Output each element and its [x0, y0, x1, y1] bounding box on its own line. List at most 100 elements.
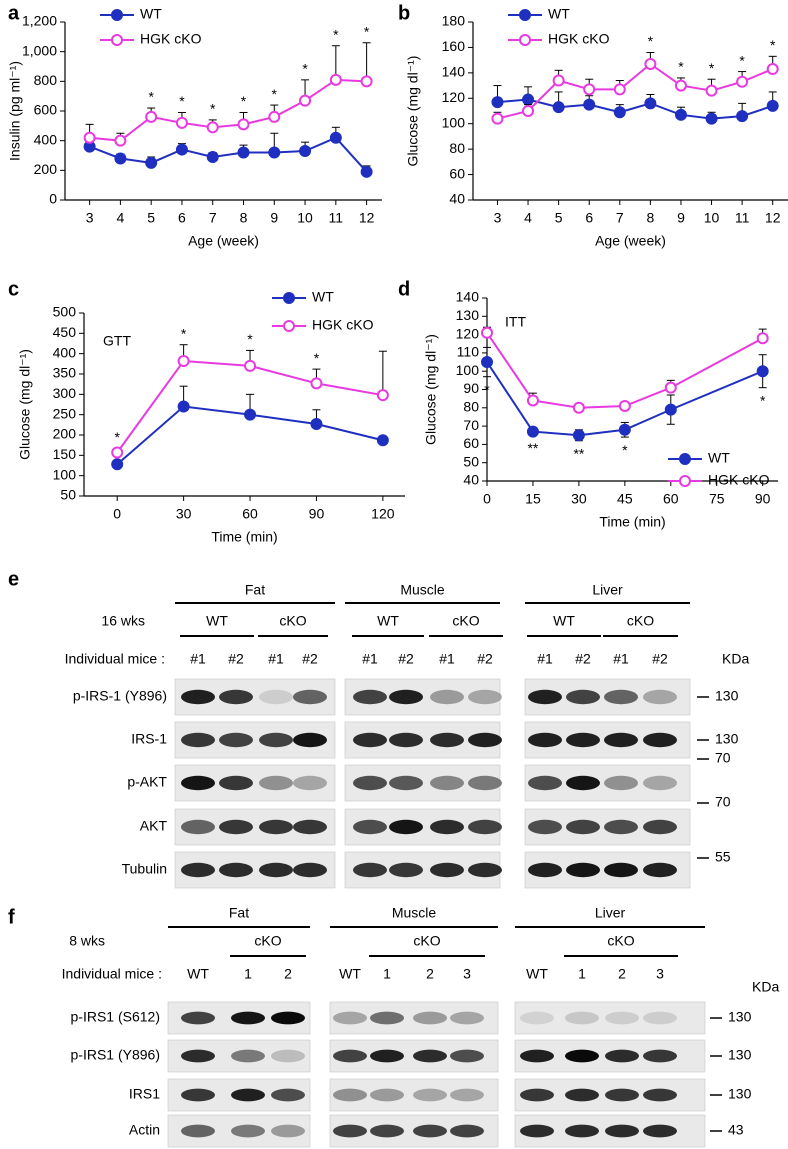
- lane-label: #1: [268, 651, 284, 667]
- band: [566, 819, 600, 835]
- band: [430, 775, 464, 791]
- band: [271, 1124, 305, 1138]
- data-point: [664, 381, 677, 394]
- x-tick-label: 60: [242, 506, 258, 522]
- legend-label: HGK cKO: [708, 472, 770, 488]
- significance-label: *: [114, 429, 120, 445]
- y-tick-label: 130: [456, 307, 480, 323]
- y-tick-label: 80: [449, 140, 465, 156]
- y-tick-label: 160: [442, 38, 466, 54]
- data-point: [736, 75, 749, 88]
- band: [450, 1124, 484, 1138]
- data-point: [552, 74, 565, 87]
- significance-label: *: [333, 26, 339, 42]
- band: [566, 689, 600, 705]
- data-point: [756, 332, 769, 345]
- data-point: [522, 105, 535, 117]
- row-label: IRS-1: [131, 731, 167, 747]
- significance-label: *: [179, 93, 185, 109]
- panel-label: c: [8, 278, 19, 300]
- band: [468, 819, 502, 835]
- lane-label: #2: [477, 651, 493, 667]
- x-tick-label: 11: [329, 210, 344, 226]
- band: [604, 775, 638, 791]
- significance-label: *: [770, 37, 776, 53]
- lane-label: 3: [656, 966, 664, 982]
- y-tick-label: 250: [53, 405, 77, 421]
- significance-label: *: [709, 60, 715, 76]
- band: [259, 775, 293, 791]
- unit-label: KDa: [722, 651, 749, 667]
- group-label: cKO: [413, 933, 440, 949]
- data-point: [613, 106, 626, 119]
- x-tick-label: 7: [616, 210, 624, 226]
- band: [231, 1011, 265, 1025]
- band: [181, 1049, 215, 1063]
- y-tick-label: 120: [442, 89, 466, 105]
- band: [643, 1124, 677, 1138]
- y-tick-label: 100: [442, 114, 466, 130]
- band: [528, 689, 562, 705]
- x-tick-label: 15: [525, 491, 541, 507]
- band: [643, 689, 677, 705]
- band: [293, 775, 327, 791]
- x-tick-label: 3: [494, 210, 502, 226]
- band: [219, 732, 253, 748]
- band: [643, 862, 677, 878]
- y-tick-label: 1,000: [22, 42, 57, 58]
- lane-label: 2: [284, 966, 292, 982]
- band: [604, 819, 638, 835]
- data-point: [206, 121, 219, 134]
- panel-label: e: [8, 568, 19, 590]
- y-tick-label: 450: [53, 324, 77, 340]
- x-tick-label: 60: [663, 491, 679, 507]
- band: [605, 1088, 639, 1102]
- band: [181, 862, 215, 878]
- data-point: [644, 97, 657, 110]
- data-point: [83, 131, 96, 144]
- row-label: IRS1: [129, 1086, 160, 1102]
- band: [389, 732, 423, 748]
- lane-label: 2: [426, 966, 434, 982]
- significance-label: *: [247, 331, 253, 347]
- band: [271, 1088, 305, 1102]
- x-tick-label: 6: [585, 210, 593, 226]
- row-label: p-IRS1 (Y896): [71, 1047, 160, 1063]
- band: [468, 862, 502, 878]
- blot-background: [514, 1001, 706, 1035]
- group-label: WT: [553, 613, 575, 629]
- band: [231, 1088, 265, 1102]
- band: [528, 732, 562, 748]
- x-tick-label: 6: [178, 210, 186, 226]
- band: [353, 819, 387, 835]
- band: [181, 732, 215, 748]
- band: [389, 775, 423, 791]
- band: [528, 819, 562, 835]
- y-tick-label: 100: [53, 466, 77, 482]
- band: [259, 862, 293, 878]
- y-tick-label: 1,200: [22, 13, 57, 29]
- tissue-label: Liver: [595, 905, 626, 921]
- panel-label: d: [398, 278, 410, 300]
- band: [259, 689, 293, 705]
- x-tick-label: 75: [709, 491, 725, 507]
- data-point: [329, 73, 342, 86]
- data-point: [376, 389, 389, 402]
- lane-label: 1: [244, 966, 252, 982]
- tissue-label: Muscle: [400, 582, 445, 598]
- band: [413, 1011, 447, 1025]
- data-point: [175, 116, 188, 129]
- y-tick-label: 40: [463, 472, 479, 488]
- annotation: GTT: [103, 333, 131, 349]
- lane-label: #1: [190, 651, 206, 667]
- data-point: [756, 365, 769, 378]
- band: [293, 732, 327, 748]
- significance-label: *: [181, 325, 187, 341]
- x-tick-label: 0: [113, 506, 121, 522]
- legend-marker: [679, 475, 691, 487]
- data-point: [237, 146, 250, 159]
- unit-label: KDa: [752, 979, 779, 995]
- significance-label: *: [648, 33, 654, 49]
- blot-background: [329, 1001, 499, 1035]
- data-point: [145, 110, 158, 123]
